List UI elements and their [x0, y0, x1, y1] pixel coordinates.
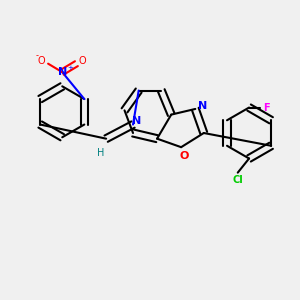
Text: O: O: [179, 151, 189, 161]
Text: F: F: [263, 103, 269, 112]
Text: +: +: [67, 65, 73, 71]
Text: N: N: [58, 67, 67, 77]
Text: O: O: [38, 56, 46, 66]
Text: Cl: Cl: [232, 176, 243, 185]
Text: -: -: [36, 51, 39, 60]
Text: O: O: [78, 56, 86, 66]
Text: N: N: [132, 116, 141, 126]
Text: H: H: [97, 148, 104, 158]
Text: N: N: [198, 101, 207, 111]
